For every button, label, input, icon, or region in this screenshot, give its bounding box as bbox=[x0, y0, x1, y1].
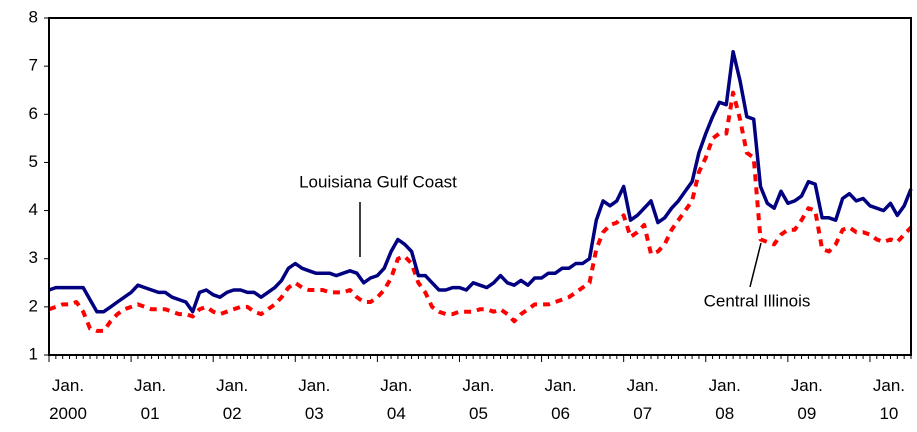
x-tick-label: Jan. 02 bbox=[216, 376, 249, 423]
x-tick-label: Jan. 07 bbox=[626, 376, 659, 423]
y-tick-label: 6 bbox=[29, 104, 38, 123]
x-tick-label: Jan. 04 bbox=[380, 376, 413, 423]
y-tick-label: 4 bbox=[29, 200, 38, 219]
x-tick-label: Jan. 03 bbox=[298, 376, 331, 423]
y-tick-label: 5 bbox=[29, 152, 38, 171]
y-tick-label: 1 bbox=[29, 344, 38, 363]
series-line bbox=[48, 90, 913, 333]
y-tick-label: 7 bbox=[29, 56, 38, 75]
x-tick-label: Jan. 01 bbox=[134, 376, 167, 423]
plot-border bbox=[48, 17, 912, 356]
series-annotation: Louisiana Gulf Coast bbox=[299, 172, 457, 191]
x-tick-label: Jan. 2000 bbox=[49, 376, 87, 423]
y-tick-label: 2 bbox=[29, 296, 38, 315]
x-tick-label: Jan. 05 bbox=[462, 376, 495, 423]
series-annotation: Central Illinois bbox=[704, 291, 811, 310]
callout-line bbox=[749, 242, 762, 288]
x-tick-label: Jan. 06 bbox=[544, 376, 577, 423]
y-tick-label: 3 bbox=[29, 248, 38, 267]
series-line bbox=[48, 49, 913, 314]
x-tick-label: Jan. 08 bbox=[708, 376, 741, 423]
x-tick-label: Jan. 09 bbox=[790, 376, 823, 423]
y-tick-label: 8 bbox=[29, 7, 38, 26]
x-tick-label: Jan. 10 bbox=[872, 376, 905, 423]
